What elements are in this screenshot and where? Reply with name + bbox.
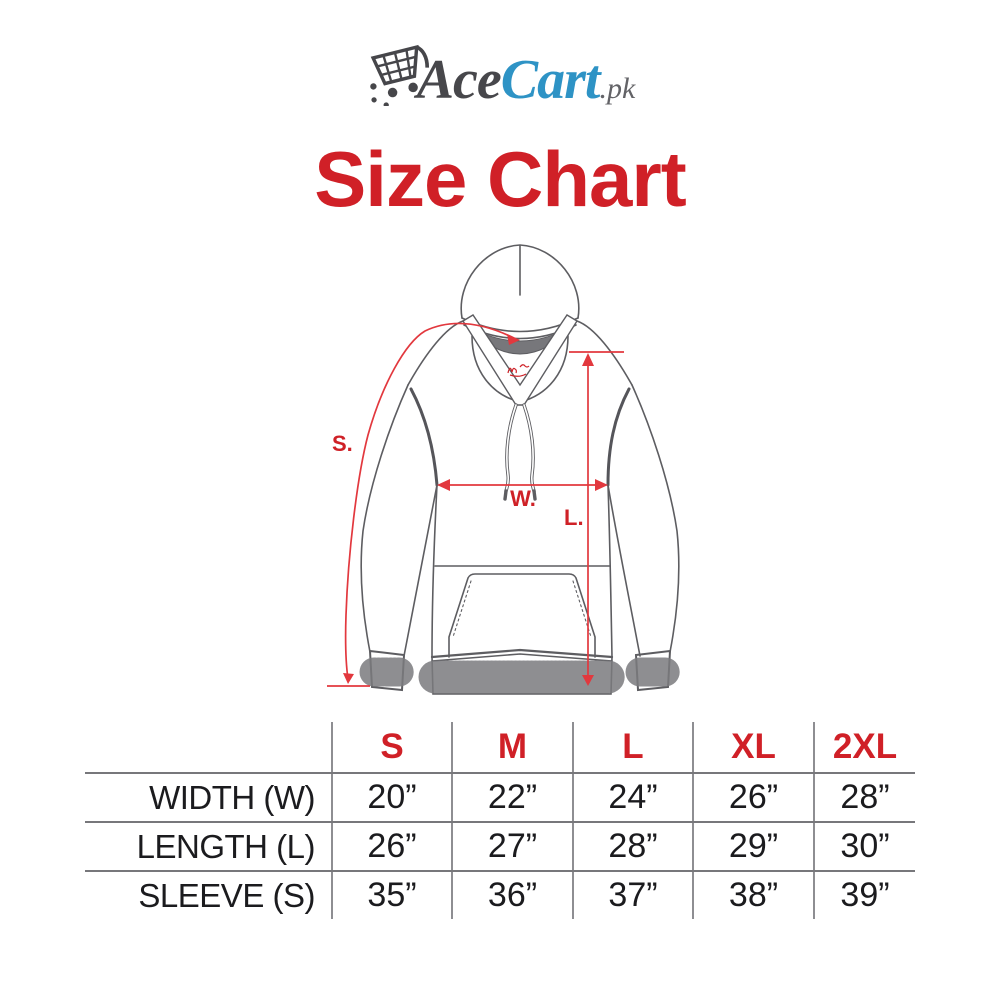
- hoodie-measurement-diagram: S. W. L.: [327, 244, 681, 695]
- drawstrings: [503, 403, 537, 501]
- armhole-seam-left: [409, 387, 439, 487]
- sleeve-left-inner: [403, 484, 438, 657]
- shoulder-left: [407, 320, 464, 386]
- collar-v: [462, 314, 578, 406]
- hem-inner-seam: [431, 653, 613, 662]
- width-measure-label: W.: [510, 486, 536, 511]
- size-header-row: S M L XL 2XL: [85, 722, 915, 774]
- shopping-cart-icon: [369, 44, 429, 106]
- table-row-length: LENGTH (L) 26” 27” 28” 29” 30”: [85, 822, 915, 872]
- column-header-xl: XL: [692, 722, 814, 774]
- sleeve-value-m: 36”: [451, 871, 573, 919]
- row-label-width: WIDTH (W): [85, 773, 332, 823]
- length-value-l: 28”: [572, 822, 693, 872]
- hoodie-outline: [359, 244, 681, 695]
- row-label-length: LENGTH (L): [85, 822, 332, 872]
- width-value-2xl: 28”: [813, 773, 915, 823]
- table-row-width: WIDTH (W) 20” 22” 24” 26” 28”: [85, 773, 915, 823]
- table-row-sleeve: SLEEVE (S) 35” 36” 37” 38” 39”: [85, 871, 915, 919]
- sleeve-measure-label: S.: [332, 431, 353, 456]
- sleeve-measure-line: [344, 322, 517, 680]
- width-value-xl: 26”: [692, 773, 814, 823]
- length-arrow-bottom: [582, 675, 594, 686]
- width-arrow-right: [595, 479, 608, 491]
- length-value-m: 27”: [451, 822, 573, 872]
- column-header-s: S: [331, 722, 452, 774]
- sleeve-left-outer: [360, 384, 409, 653]
- brand-domain-suffix: .pk: [599, 72, 636, 105]
- sleeve-value-xl: 38”: [692, 871, 814, 919]
- brand-name-ace: Ace: [416, 49, 502, 111]
- sleeve-value-l: 37”: [572, 871, 693, 919]
- width-value-s: 20”: [331, 773, 452, 823]
- page-title: Size Chart: [314, 135, 686, 223]
- hem-top-edge: [430, 648, 614, 659]
- sleeve-right-inner: [607, 484, 641, 657]
- length-arrow-top: [582, 353, 594, 366]
- column-header-2xl: 2XL: [813, 722, 915, 774]
- column-header-m: M: [451, 722, 573, 774]
- table-corner-cell: [85, 722, 332, 774]
- length-value-xl: 29”: [692, 822, 814, 872]
- sleeve-arrow-end: [343, 673, 354, 684]
- sleeve-value-s: 35”: [331, 871, 452, 919]
- body-side-right: [607, 484, 613, 658]
- armhole-seam-right: [606, 387, 631, 487]
- kangaroo-pocket: [448, 573, 596, 658]
- length-measure-label: L.: [564, 505, 584, 530]
- drawstring-aglets: [503, 489, 537, 501]
- width-value-l: 24”: [572, 773, 693, 823]
- sleeve-value-2xl: 39”: [813, 871, 915, 919]
- column-header-l: L: [572, 722, 693, 774]
- brand-name-cart: Cart: [500, 49, 601, 111]
- row-label-sleeve: SLEEVE (S): [138, 876, 315, 914]
- width-value-m: 22”: [451, 773, 573, 823]
- length-value-2xl: 30”: [813, 822, 915, 872]
- shoulder-right: [576, 320, 633, 386]
- length-value-s: 26”: [331, 822, 452, 872]
- brand-name: AceCart.pk: [417, 52, 636, 108]
- body-side-left: [431, 484, 438, 658]
- sleeve-right-outer: [631, 384, 680, 653]
- pocket-stitching: [452, 580, 592, 638]
- brand-logo: AceCart.pk: [0, 40, 1000, 108]
- sleeve-arrow-start: [507, 334, 520, 345]
- size-chart-table: S M L XL 2XL WIDTH (W) 20” 22” 24” 26” 2…: [85, 722, 915, 919]
- measurement-annotations: [327, 322, 624, 687]
- width-arrow-left: [437, 479, 450, 491]
- collar-script-mark: [507, 364, 530, 377]
